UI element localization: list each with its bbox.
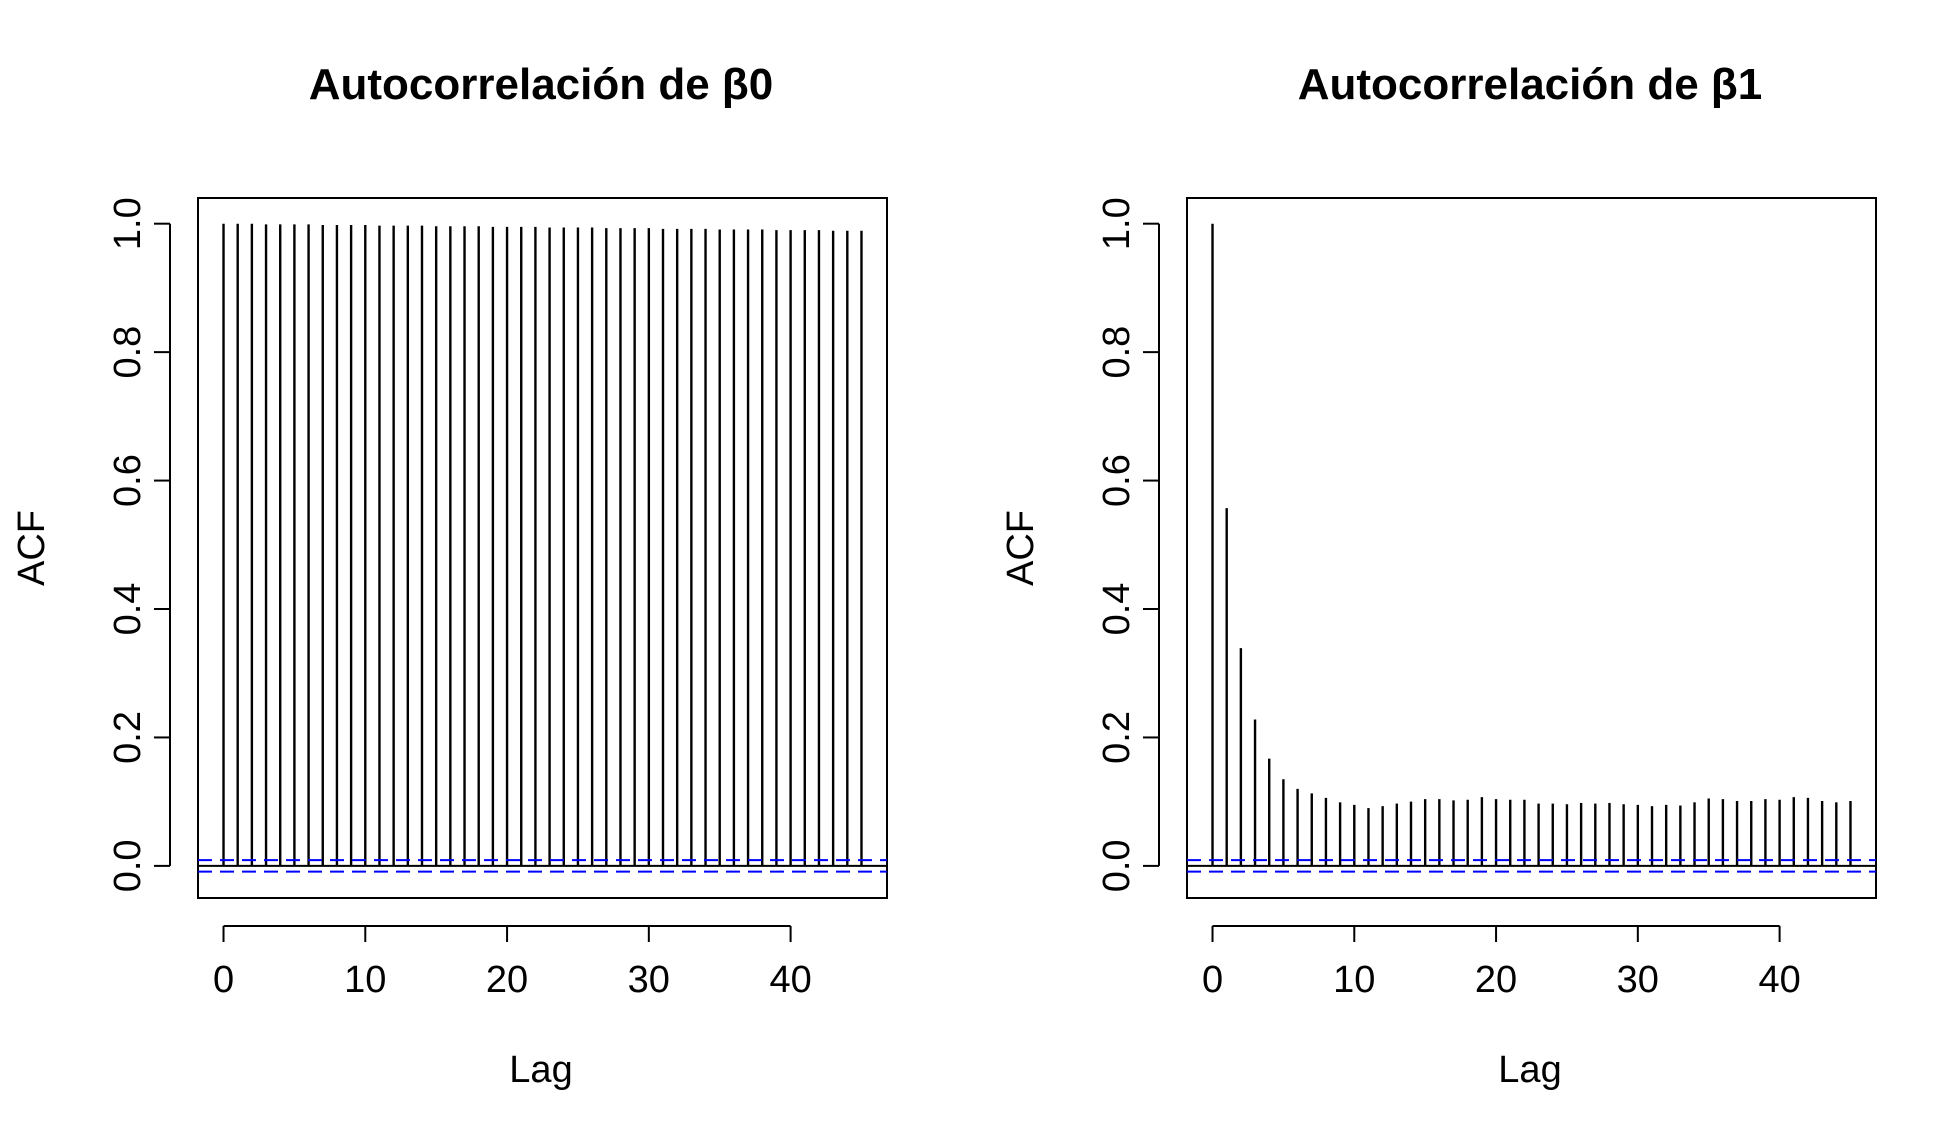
- x-tick-label: 30: [628, 959, 670, 1001]
- x-axis-label: Lag: [509, 1049, 572, 1091]
- x-tick-label: 40: [1758, 959, 1800, 1001]
- x-tick-label: 30: [1617, 959, 1659, 1001]
- y-axis: 0.0 0.2 0.4 0.6 0.8 1.0: [1096, 197, 1160, 892]
- y-axis-label: ACF: [1000, 510, 1042, 586]
- confidence-bounds: [198, 859, 887, 873]
- chart-title: Autocorrelación de β1: [1298, 60, 1763, 109]
- y-tick-label: 0.8: [107, 326, 149, 379]
- acf-bars: [1211, 223, 1852, 866]
- plot-frame: [1186, 197, 1877, 899]
- y-tick-label: 0.4: [1096, 583, 1138, 636]
- x-tick-label: 0: [1202, 959, 1223, 1001]
- x-tick-label: 40: [769, 959, 811, 1001]
- y-axis-label: ACF: [11, 510, 53, 586]
- acf-bars: [222, 223, 863, 866]
- x-axis: 0 10 20 30 40: [213, 925, 812, 1001]
- plot-frame: [197, 197, 888, 899]
- y-tick-label: 0.8: [1096, 326, 1138, 379]
- y-tick-label: 1.0: [107, 197, 149, 250]
- x-tick-label: 10: [1333, 959, 1375, 1001]
- y-tick-label: 0.0: [1096, 839, 1138, 892]
- y-tick-label: 0.2: [1096, 711, 1138, 764]
- y-axis: 0.0 0.2 0.4 0.6 0.8 1.0: [107, 197, 171, 892]
- x-axis: 0 10 20 30 40: [1202, 925, 1801, 1001]
- x-tick-label: 20: [486, 959, 528, 1001]
- y-tick-label: 0.6: [107, 454, 149, 507]
- x-tick-label: 10: [344, 959, 386, 1001]
- y-tick-label: 0.0: [107, 839, 149, 892]
- chart-title: Autocorrelación de β0: [309, 60, 774, 109]
- confidence-bounds: [1187, 859, 1876, 873]
- acf-panel-beta1: Autocorrelación de β1 Lag ACF 0 10 20 30 40 …: [1000, 60, 1877, 1091]
- y-tick-label: 0.6: [1096, 454, 1138, 507]
- x-axis-label: Lag: [1498, 1049, 1561, 1091]
- y-tick-label: 0.2: [107, 711, 149, 764]
- x-tick-label: 20: [1475, 959, 1517, 1001]
- y-tick-label: 0.4: [107, 583, 149, 636]
- acf-panel-beta0: Autocorrelación de β0 Lag ACF 0 10 20 30 40 …: [11, 60, 888, 1091]
- x-tick-label: 0: [213, 959, 234, 1001]
- y-tick-label: 1.0: [1096, 197, 1138, 250]
